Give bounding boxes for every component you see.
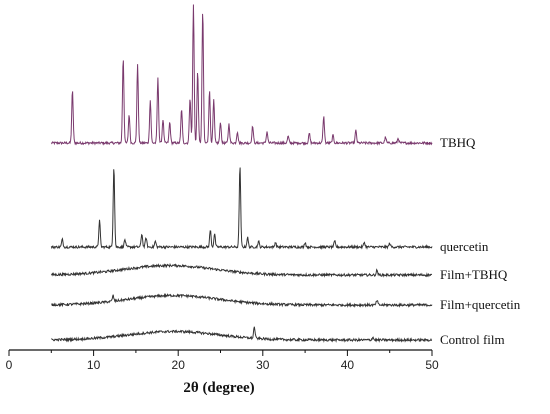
series-labels: TBHQ quercetin Film+TBHQ Film+quercetin Cont… [440,135,521,347]
series-line-quercetin [50,167,433,251]
series-label: Film+quercetin [440,297,521,312]
series-line-film-tbhq [50,262,433,278]
series-label: quercetin [440,239,489,254]
series-label: Film+TBHQ [440,267,508,282]
x-tick-label: 50 [425,358,439,372]
x-tick-label: 20 [172,358,186,372]
x-tick-label: 10 [87,358,101,372]
x-tick-label: 30 [256,358,270,372]
x-axis-ticks: 0 10 20 30 40 50 [6,350,439,372]
series-label: TBHQ [440,135,476,150]
x-tick-label: 40 [341,358,355,372]
series-line-tbhq [50,4,433,146]
series-layer [50,4,433,343]
x-tick-label: 0 [6,358,13,372]
series-line-control-film [51,326,433,343]
series-line-film-quercetin [51,292,433,308]
x-axis-title: 2θ (degree) [183,380,254,396]
series-label: Control film [440,332,505,347]
